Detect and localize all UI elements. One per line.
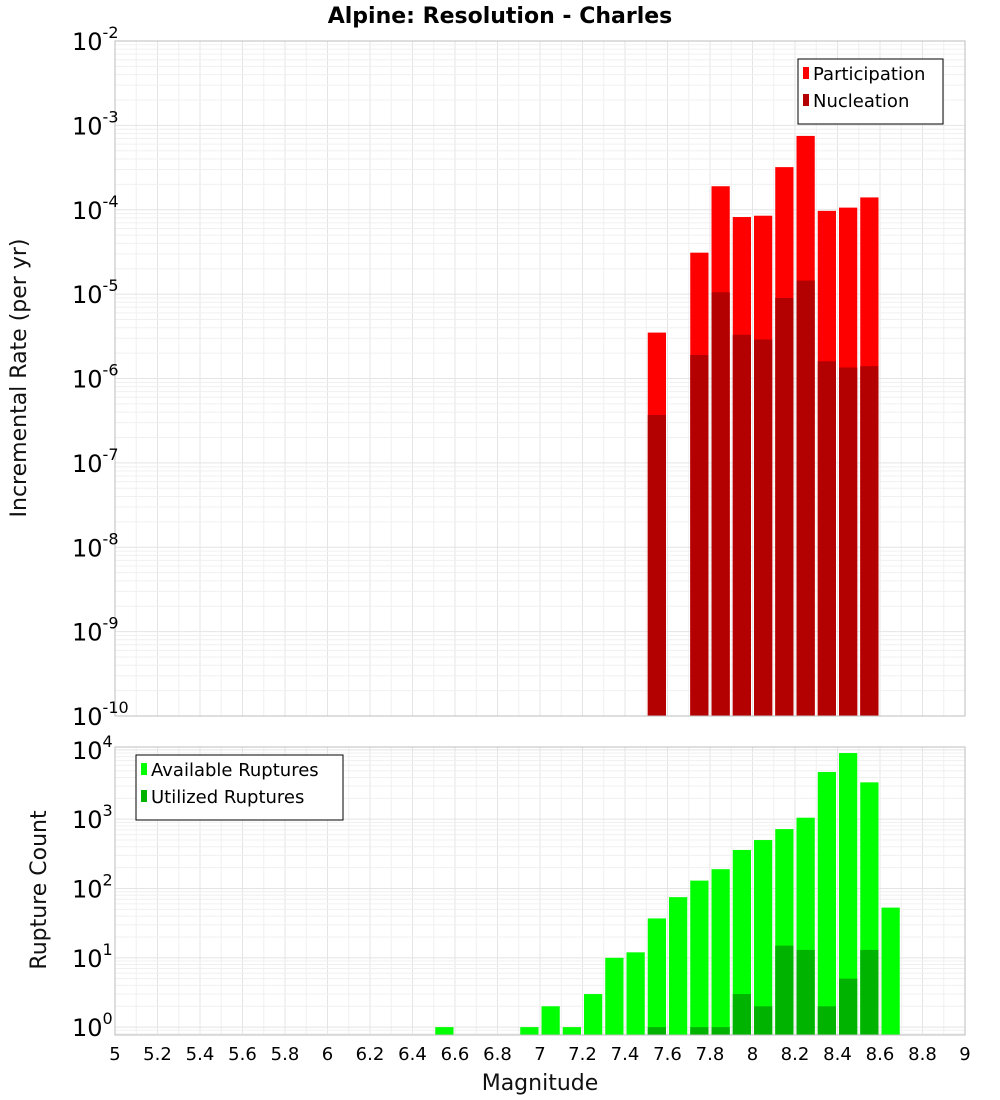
bottom-series-available-ruptures [435,753,900,1035]
bar [754,840,773,1035]
x-tick-label: 7.8 [696,1044,725,1065]
legend-entry: Available Ruptures [151,760,319,781]
x-tick-label: 5.6 [228,1044,257,1065]
bar [796,280,815,716]
bar [711,869,730,1035]
legend-entry: Nucleation [813,91,909,112]
top-y-axis-label: Incremental Rate (per yr) [7,239,32,518]
y-tick-label: 10-9 [72,614,119,647]
bar [839,978,858,1035]
legend-swatch [803,67,809,79]
y-tick-label: 100 [72,1009,113,1042]
y-tick-label: 10-7 [72,445,119,478]
x-tick-label: 5.2 [143,1044,172,1065]
legend-swatch [141,763,147,775]
legend-swatch [803,94,809,106]
y-tick-label: 10-2 [72,23,119,56]
y-tick-label: 10-5 [72,276,119,309]
bar [605,957,624,1035]
bar [775,297,794,716]
x-tick-labels: 5 5.2 5.4 5.6 5.8 6 6.2 6.4 6.6 6.8 7 7.2 7.4 7.6 7.8 8… [109,1044,970,1065]
x-tick-label: 7.4 [611,1044,640,1065]
x-tick-label: 8 [747,1044,758,1065]
bar [647,918,666,1035]
bottom-plot-panel: 100 101 102 103 104 Available Ruptures Utilize… [72,732,971,1065]
bar [817,771,836,1035]
x-tick-label: 6.8 [483,1044,512,1065]
bottom-y-axis-label: Rupture Count [27,810,52,970]
bar [647,414,666,716]
y-tick-label: 103 [72,801,113,834]
bar [690,354,709,716]
bar [775,945,794,1035]
bar [626,952,645,1035]
bottom-legend: Available Ruptures Utilized Ruptures [135,754,344,821]
x-tick-label: 8.4 [823,1044,852,1065]
y-tick-label: 10-6 [72,361,119,394]
top-plot-frame [114,40,966,717]
top-gridlines [114,40,966,717]
bar [690,880,709,1035]
x-tick-label: 6.2 [356,1044,385,1065]
bar [881,907,900,1035]
bottom-y-tick-labels: 100 101 102 103 104 [72,732,113,1042]
y-tick-label: 10-3 [72,107,119,140]
bar [860,366,879,716]
y-tick-label: 102 [72,871,113,904]
bar [435,1027,454,1035]
bar [732,334,751,716]
bar [839,367,858,716]
y-tick-label: 104 [72,732,113,765]
y-tick-label: 10-10 [72,698,129,731]
top-y-tick-labels: 10-10 10-9 10-8 10-7 10-6 10-5 10-4 10-3 10-2 [72,23,129,731]
bar [711,1027,730,1035]
x-tick-label: 5.4 [186,1044,215,1065]
x-tick-label: 5 [109,1044,120,1065]
x-axis-label: Magnitude [482,1071,599,1096]
bar [647,1027,666,1035]
x-tick-label: 7.2 [568,1044,597,1065]
x-tick-label: 8.8 [908,1044,937,1065]
chart-title: Alpine: Resolution - Charles [328,4,673,29]
x-tick-label: 8.2 [781,1044,810,1065]
bar [817,1006,836,1035]
x-tick-label: 7.6 [653,1044,682,1065]
bar [669,897,688,1035]
y-tick-label: 10-4 [72,192,119,225]
bar [520,1027,539,1035]
top-series-nucleation [647,280,879,716]
bar [860,949,879,1035]
bar [732,994,751,1035]
bar [690,1027,709,1035]
legend-swatch [141,790,147,802]
x-tick-label: 6.6 [441,1044,470,1065]
legend-entry: Participation [813,64,925,85]
bar [562,1027,581,1035]
bar [541,1006,560,1035]
x-tick-label: 8.6 [866,1044,895,1065]
bar [754,1006,773,1035]
bar [732,849,751,1035]
x-tick-label: 6 [322,1044,333,1065]
x-tick-label: 5.8 [271,1044,300,1065]
bar [796,949,815,1035]
y-tick-label: 10-8 [72,529,119,562]
top-legend: Participation Nucleation [797,58,944,125]
bar [754,339,773,716]
bar [584,994,603,1035]
x-tick-label: 7 [534,1044,545,1065]
top-plot-panel: 10-10 10-9 10-8 10-7 10-6 10-5 10-4 10-3 10-2 Par… [72,23,966,731]
legend-entry: Utilized Ruptures [151,787,304,808]
bottom-plot-frame [114,746,966,1036]
y-tick-label: 101 [72,940,113,973]
x-tick-label: 9 [959,1044,970,1065]
x-tick-label: 6.4 [398,1044,427,1065]
bar [839,753,858,1035]
bottom-series-utilized-ruptures [647,945,879,1035]
bar [817,361,836,716]
bar [711,292,730,716]
